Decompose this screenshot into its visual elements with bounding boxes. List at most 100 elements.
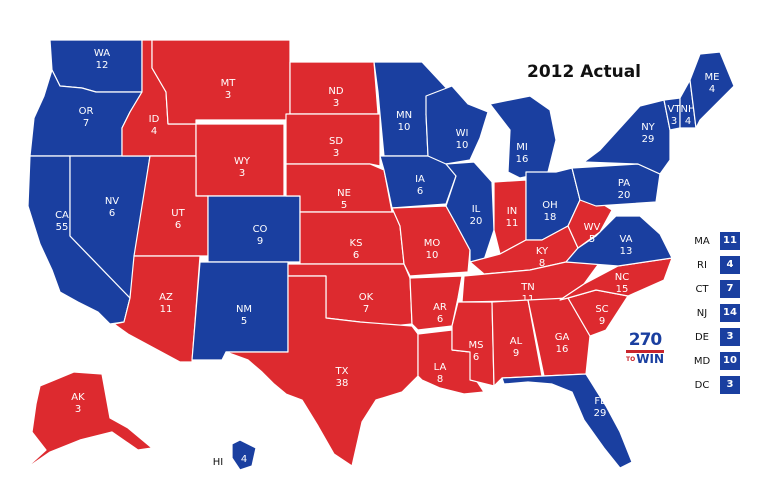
state-abbr-fl: FL bbox=[594, 396, 606, 407]
state-abbr-ok: OK bbox=[359, 292, 374, 303]
state-abbr-mt: MT bbox=[221, 78, 237, 89]
state-ev-ia: 6 bbox=[417, 186, 423, 197]
small-state-ev-box[interactable]: 3 bbox=[720, 328, 740, 346]
state-ev-ut: 6 bbox=[175, 220, 181, 231]
state-ev-ms: 6 bbox=[473, 352, 479, 363]
state-nm[interactable]: NM5 bbox=[191, 261, 289, 361]
state-ev-vt: 3 bbox=[671, 116, 677, 127]
state-nd[interactable]: ND3 bbox=[289, 61, 379, 115]
small-state-ev-box[interactable]: 7 bbox=[720, 280, 740, 298]
state-shape-ga[interactable] bbox=[527, 297, 591, 377]
small-state-abbr: CT bbox=[695, 284, 709, 295]
state-shape-fl[interactable] bbox=[501, 373, 633, 469]
map-title: 2012 Actual bbox=[527, 62, 641, 82]
state-abbr-hi: HI bbox=[213, 457, 223, 468]
state-abbr-mn: MN bbox=[396, 110, 412, 121]
state-abbr-nm: NM bbox=[236, 304, 252, 315]
state-ev-mt: 3 bbox=[225, 90, 231, 101]
small-state-de[interactable]: DE 3 bbox=[690, 328, 750, 352]
270towin-logo: 270 TO WIN bbox=[626, 330, 664, 374]
state-ev-mn: 10 bbox=[398, 122, 411, 133]
state-abbr-tn: TN bbox=[520, 282, 535, 293]
state-ev-nv: 6 bbox=[109, 208, 115, 219]
state-wy[interactable]: WY3 bbox=[195, 123, 285, 197]
state-ev-wy: 3 bbox=[239, 168, 245, 179]
state-ev-ks: 6 bbox=[353, 250, 359, 261]
small-state-ev-box[interactable]: 3 bbox=[720, 376, 740, 394]
state-abbr-ms: MS bbox=[469, 340, 484, 351]
state-ev-nd: 3 bbox=[333, 98, 339, 109]
state-shape-wi[interactable] bbox=[425, 85, 489, 165]
state-abbr-wi: WI bbox=[456, 128, 469, 139]
state-abbr-tx: TX bbox=[335, 366, 349, 377]
state-abbr-ny: NY bbox=[641, 122, 655, 133]
state-co[interactable]: CO9 bbox=[207, 195, 301, 263]
state-ev-pa: 20 bbox=[618, 190, 631, 201]
state-hi[interactable]: HI 4 bbox=[213, 439, 257, 471]
state-abbr-ak: AK bbox=[71, 392, 85, 403]
small-state-dc[interactable]: DC 3 bbox=[690, 376, 750, 400]
state-abbr-wy: WY bbox=[234, 156, 251, 167]
state-abbr-ca: CA bbox=[55, 210, 69, 221]
state-me[interactable]: ME4 bbox=[689, 51, 735, 129]
state-ev-wa: 12 bbox=[96, 60, 109, 71]
state-shape-me[interactable] bbox=[689, 51, 735, 129]
logo-ribbon bbox=[626, 350, 664, 353]
state-shape-tx[interactable] bbox=[225, 275, 419, 467]
state-ev-ne: 5 bbox=[341, 200, 347, 211]
small-state-nj[interactable]: NJ 14 bbox=[690, 304, 750, 328]
logo-word: WIN bbox=[636, 352, 664, 366]
state-ev-az: 11 bbox=[160, 304, 173, 315]
state-shape-ny[interactable] bbox=[583, 99, 671, 175]
state-abbr-ut: UT bbox=[171, 208, 185, 219]
state-ev-sd: 3 bbox=[333, 148, 339, 159]
state-abbr-mi: MI bbox=[516, 142, 528, 153]
state-ev-or: 7 bbox=[83, 118, 89, 129]
state-ar[interactable]: AR6 bbox=[409, 275, 463, 331]
state-sd[interactable]: SD3 bbox=[285, 113, 381, 167]
state-mt[interactable]: MT3 bbox=[151, 39, 291, 125]
state-ne[interactable]: NE5 bbox=[285, 163, 393, 213]
state-abbr-nv: NV bbox=[105, 196, 119, 207]
small-state-ct[interactable]: CT 7 bbox=[690, 280, 750, 304]
state-ev-ar: 6 bbox=[437, 314, 443, 325]
small-state-ev-box[interactable]: 11 bbox=[720, 232, 740, 250]
state-ev-va: 13 bbox=[620, 246, 633, 257]
small-state-ri[interactable]: RI 4 bbox=[690, 256, 750, 280]
state-shape-nc[interactable] bbox=[559, 257, 673, 301]
state-shape-pa[interactable] bbox=[571, 163, 661, 207]
small-state-ev-box[interactable]: 14 bbox=[720, 304, 740, 322]
small-state-md[interactable]: MD 10 bbox=[690, 352, 750, 376]
state-abbr-nc: NC bbox=[615, 272, 629, 283]
small-state-ev-box[interactable]: 10 bbox=[720, 352, 740, 370]
small-state-ma[interactable]: MA 11 bbox=[690, 232, 750, 256]
state-ev-mo: 10 bbox=[426, 250, 439, 261]
state-abbr-nh: NH bbox=[681, 104, 696, 115]
state-shape-va[interactable] bbox=[565, 215, 673, 267]
state-ev-nm: 5 bbox=[241, 316, 247, 327]
state-shape-mi[interactable] bbox=[489, 95, 557, 179]
state-abbr-co: CO bbox=[253, 224, 268, 235]
state-ev-ca: 55 bbox=[56, 222, 69, 233]
state-ev-me: 4 bbox=[709, 84, 715, 95]
state-ev-wv: 5 bbox=[589, 234, 595, 245]
state-shape-sd[interactable] bbox=[285, 113, 381, 167]
state-ak[interactable]: AK3 bbox=[23, 371, 153, 471]
small-state-ev-box[interactable]: 4 bbox=[720, 256, 740, 274]
state-ks[interactable]: KS6 bbox=[299, 211, 405, 265]
state-ia[interactable]: IA6 bbox=[379, 155, 457, 209]
state-shape-hi[interactable] bbox=[231, 439, 257, 471]
state-abbr-mo: MO bbox=[424, 238, 441, 249]
state-shape-ak[interactable] bbox=[23, 371, 153, 471]
